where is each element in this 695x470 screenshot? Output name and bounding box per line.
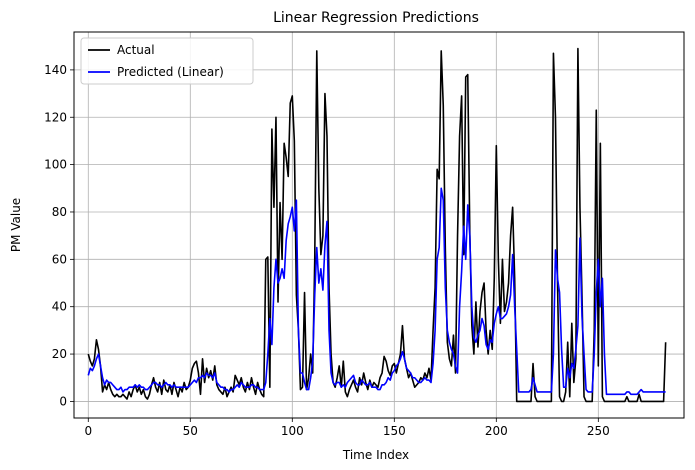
y-axis-title: PM Value [9,198,23,252]
y-tick-label: 80 [52,205,67,219]
series-line-predicted [87,187,666,396]
y-tick-label: 100 [44,158,67,172]
x-axis-title: Time Index [342,448,409,462]
legend: Actual Predicted (Linear) [80,37,254,85]
axis-ticks: 0 50 100 150 200 250 0 20 40 60 80 100 120 140 [44,63,610,438]
y-tick-label: 140 [44,63,67,77]
plot-frame [73,31,685,419]
series-line-actual [87,47,667,403]
series-layer [87,47,667,403]
x-tick-label: 50 [183,424,198,438]
x-tick-label: 150 [383,424,406,438]
y-tick-label: 40 [52,300,67,314]
y-tick-label: 60 [52,252,67,266]
x-tick-label: 100 [281,424,304,438]
y-tick-label: 120 [44,110,67,124]
x-tick-label: 200 [485,424,508,438]
legend-label-actual: Actual [117,43,155,57]
x-tick-label: 250 [587,424,610,438]
x-tick-label: 0 [84,424,92,438]
legend-box [80,37,254,85]
grid-lines [74,32,684,418]
y-tick-label: 20 [52,347,67,361]
chart-title: Linear Regression Predictions [273,10,479,26]
y-tick-label: 0 [59,394,67,408]
legend-label-predicted: Predicted (Linear) [117,65,224,79]
